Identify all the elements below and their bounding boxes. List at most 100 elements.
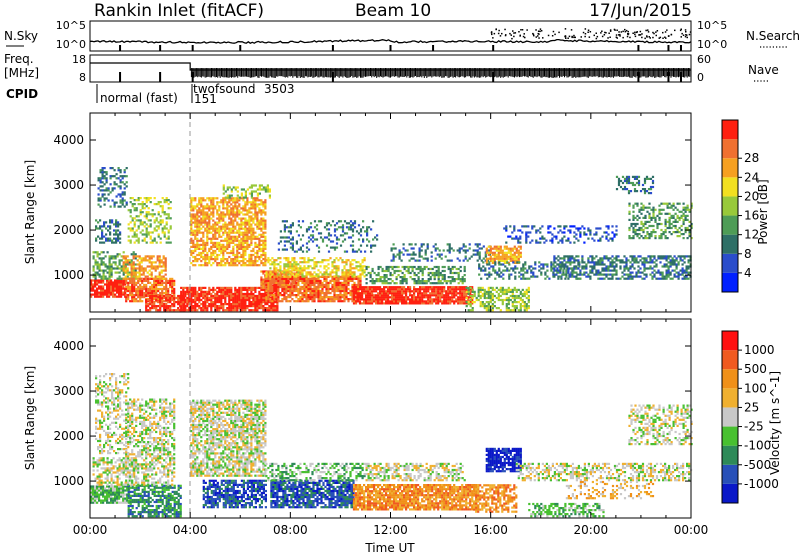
power-cell <box>262 217 265 220</box>
power-cell <box>230 258 233 261</box>
power-cell <box>323 277 326 280</box>
power-cell <box>202 305 205 308</box>
power-cell <box>260 213 263 216</box>
power-cell <box>158 265 161 268</box>
power-cell <box>236 199 239 202</box>
power-cell <box>159 215 162 218</box>
power-cell <box>129 281 132 284</box>
power-cell <box>256 303 259 306</box>
power-cell <box>206 239 209 242</box>
power-cell <box>351 296 354 299</box>
power-cell <box>441 294 444 297</box>
power-cell <box>198 201 201 204</box>
power-cell <box>236 309 239 312</box>
power-cell <box>250 186 253 189</box>
power-cell <box>138 269 141 272</box>
power-cell <box>270 305 273 308</box>
power-cell <box>161 209 164 212</box>
power-cell <box>373 300 376 303</box>
power-cell <box>254 243 257 246</box>
power-cell <box>145 233 148 236</box>
power-cell <box>206 258 209 261</box>
power-cell <box>435 300 438 303</box>
power-cell <box>163 300 166 303</box>
nsearch-point <box>634 35 637 38</box>
power-cell <box>295 261 298 264</box>
power-cell <box>425 302 428 305</box>
power-cell <box>127 281 130 284</box>
power-cell <box>258 241 261 244</box>
power-cell <box>214 229 217 232</box>
power-cell <box>254 290 257 293</box>
power-cell <box>169 217 172 220</box>
power-cell <box>372 220 375 223</box>
power-cell <box>439 288 442 291</box>
power-cell <box>313 281 316 284</box>
power-cell <box>343 261 346 264</box>
power-cell <box>141 201 144 204</box>
power-cell <box>151 213 154 216</box>
power-cell <box>198 243 201 246</box>
power-cell <box>297 289 300 293</box>
power-cell <box>124 263 127 266</box>
power-cell <box>323 265 326 268</box>
power-cell <box>192 221 195 224</box>
power-cell <box>341 289 344 293</box>
power-cell <box>115 219 118 222</box>
nsearch-point <box>684 35 687 38</box>
power-cell <box>361 271 364 274</box>
power-cell <box>357 277 360 280</box>
power-cell <box>108 263 111 266</box>
power-cell <box>293 267 296 270</box>
power-cell <box>208 217 211 220</box>
power-cell <box>198 215 201 218</box>
power-cell <box>262 282 265 285</box>
power-cell <box>202 264 205 267</box>
power-cell <box>277 300 280 303</box>
power-cell <box>190 245 193 248</box>
power-cell <box>96 283 99 286</box>
power-cell <box>226 225 229 228</box>
power-cell <box>307 267 310 270</box>
power-cell <box>150 273 153 276</box>
power-cell <box>232 247 235 250</box>
power-cell <box>238 255 241 259</box>
power-cell <box>200 307 203 310</box>
power-cell <box>103 199 106 202</box>
power-cell <box>159 298 162 302</box>
power-cell <box>341 296 344 299</box>
power-cell <box>335 269 338 272</box>
power-cell <box>246 286 249 289</box>
power-cell <box>385 300 388 303</box>
power-cell <box>149 307 152 310</box>
power-cell <box>226 247 229 250</box>
power-cell <box>144 257 147 260</box>
power-cell <box>117 167 120 170</box>
power-cell <box>194 255 197 259</box>
power-cell <box>242 235 245 238</box>
power-cell <box>339 289 342 293</box>
power-cell <box>272 307 275 310</box>
power-cell <box>337 300 340 303</box>
power-cell <box>103 193 106 196</box>
power-cell <box>236 197 239 200</box>
power-cell <box>242 237 245 240</box>
power-cell <box>148 261 151 264</box>
power-cell <box>130 273 133 276</box>
power-cell <box>264 307 267 310</box>
power-cell <box>339 294 342 297</box>
power-cell <box>182 303 185 306</box>
power-cell <box>463 294 466 297</box>
power-cell <box>155 287 158 291</box>
power-cell <box>167 235 170 238</box>
power-cell <box>230 288 233 291</box>
power-cell <box>393 271 396 275</box>
nave-tick-top: 60 <box>697 53 711 66</box>
power-cell <box>159 281 162 284</box>
power-cell <box>395 298 398 301</box>
power-cell <box>224 207 227 210</box>
power-cell <box>451 296 454 299</box>
power-cell <box>102 279 105 282</box>
nave-label: Nave <box>748 63 779 77</box>
power-cell <box>161 296 164 300</box>
